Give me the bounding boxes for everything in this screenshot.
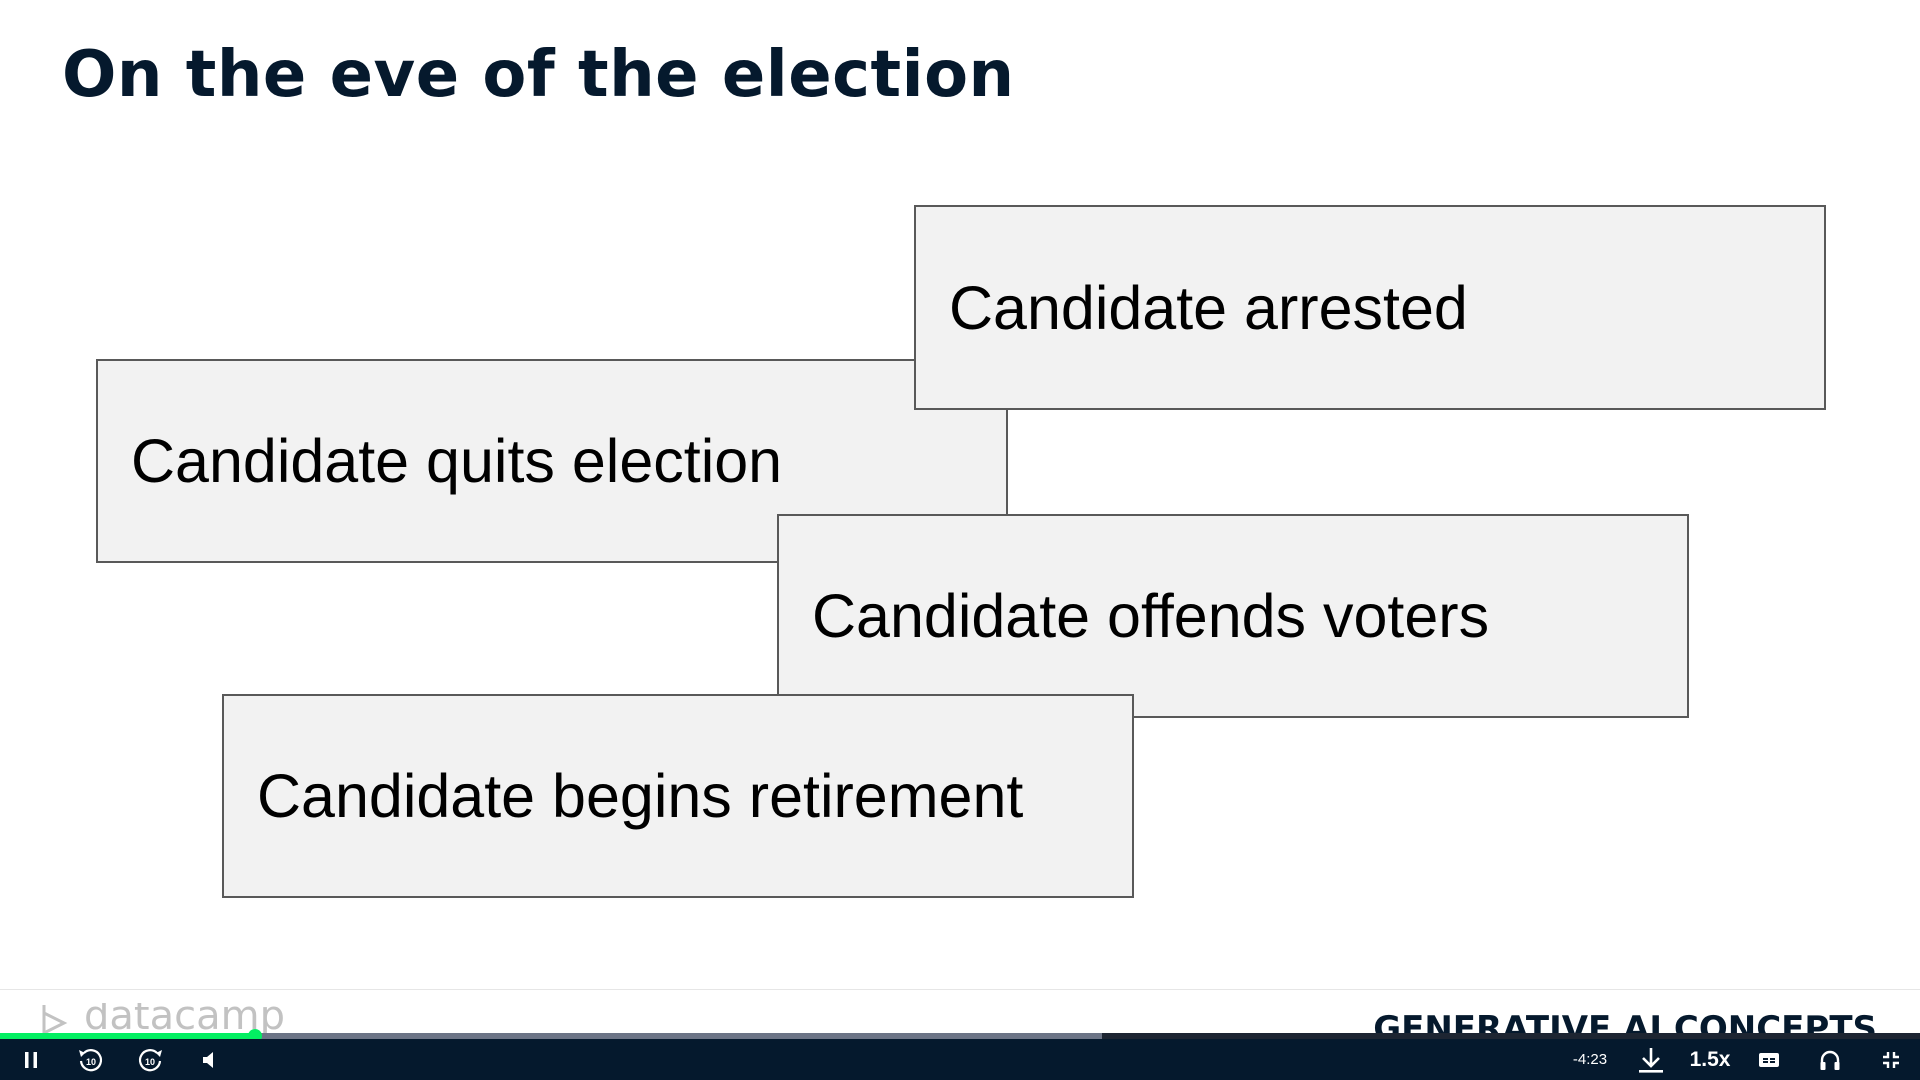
forward-10-icon: 10 [138,1048,162,1071]
box-candidate-arrested: Candidate arrested [914,205,1826,410]
playback-speed-button[interactable]: 1.5x [1689,1047,1731,1071]
exit-fullscreen-button[interactable] [1876,1039,1906,1080]
box-candidate-offends: Candidate offends voters [777,514,1689,718]
video-control-bar: 10 10 -4:23 1.5x [0,1039,1920,1080]
slide-title: On the eve of the election [62,38,1015,112]
pause-icon [25,1051,37,1068]
pause-button[interactable] [14,1039,48,1080]
rewind-10-icon: 10 [79,1048,103,1071]
captions-icon [1759,1052,1779,1067]
captions-button[interactable] [1756,1039,1782,1080]
box-candidate-retirement: Candidate begins retirement [222,694,1134,898]
forward-10-button[interactable]: 10 [130,1039,170,1080]
download-icon [1639,1047,1663,1073]
footer-divider [0,989,1920,990]
progress-played [0,1033,256,1039]
headphones-icon [1820,1050,1840,1070]
volume-button[interactable] [198,1039,220,1080]
download-button[interactable] [1636,1039,1666,1080]
exit-fullscreen-icon [1883,1051,1899,1068]
box-candidate-quits: Candidate quits election [96,359,1008,563]
svg-text:10: 10 [86,1057,96,1067]
time-remaining: -4:23 [1572,1051,1608,1068]
rewind-10-button[interactable]: 10 [72,1039,110,1080]
volume-icon [203,1051,213,1068]
audio-button[interactable] [1815,1039,1845,1080]
svg-text:10: 10 [145,1057,155,1067]
datacamp-logo-mark-icon [42,1005,68,1037]
progress-buffered [0,1033,1103,1039]
